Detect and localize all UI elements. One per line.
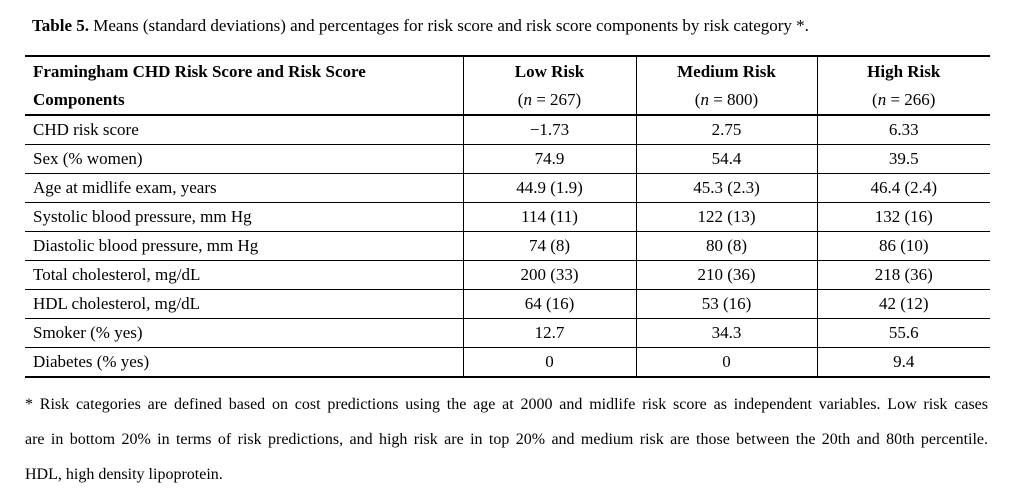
row-label: Diabetes (% yes)	[33, 352, 150, 371]
table-caption: Table 5. Means (standard deviations) and…	[32, 16, 1017, 36]
cell-value: 0	[462, 347, 636, 377]
n-open: (	[694, 90, 701, 109]
cell-value: 34.3	[635, 318, 817, 348]
table-row: Diabetes (% yes) 0 0 9.4	[25, 347, 990, 377]
cell-value: 0	[635, 347, 817, 377]
column-header-medium-risk: Medium Risk (n = 800)	[635, 56, 817, 116]
table-caption-text: Means (standard deviations) and percenta…	[89, 16, 809, 35]
n-count: = 267)	[531, 90, 582, 109]
risk-table: Framingham CHD Risk Score and Risk Score…	[25, 55, 990, 378]
cell-value: 53 (16)	[635, 289, 817, 319]
n-symbol: n	[523, 90, 532, 109]
cell-value: 2.75	[635, 115, 817, 145]
cell-value: 74 (8)	[462, 231, 636, 261]
column-header-low-risk: Low Risk (n = 267)	[462, 56, 636, 116]
cell-value: 74.9	[462, 144, 636, 174]
table-row: Smoker (% yes) 12.7 34.3 55.6	[25, 318, 990, 348]
n-symbol: n	[877, 90, 887, 109]
cell-value: 12.7	[462, 318, 636, 348]
cell-value: 42 (12)	[816, 289, 990, 319]
table-row: CHD risk score −1.73 2.75 6.33	[25, 115, 990, 145]
cell-value: 44.9 (1.9)	[462, 173, 636, 203]
row-label: CHD risk score	[25, 115, 463, 145]
n-open: (	[872, 90, 878, 109]
column-header-components-line1: Framingham CHD Risk Score and Risk Score	[33, 62, 366, 81]
n-symbol: n	[700, 90, 709, 109]
cell-value: 9.4	[816, 347, 990, 377]
column-header-components-line2: Components	[33, 90, 125, 109]
n-open: (	[517, 90, 524, 109]
cell-value: 80 (8)	[635, 231, 817, 261]
cell-value: 132 (16)	[816, 202, 990, 232]
document-page: Table 5. Means (standard deviations) and…	[0, 16, 1017, 492]
table-footnote: * Risk categories are defined based on c…	[25, 387, 988, 492]
footnote-line: HDL, high density lipoprotein.	[25, 466, 223, 483]
cell-value: 55.6	[816, 318, 990, 348]
column-header-medium-risk-label: Medium Risk	[677, 62, 776, 81]
cell-value: −1.73	[462, 115, 636, 145]
cell-value: 114 (11)	[462, 202, 636, 232]
table-row: Age at midlife exam, years 44.9 (1.9) 45…	[25, 173, 990, 203]
column-header-medium-risk-n: (n = 800)	[637, 86, 817, 114]
column-header-high-risk-label: High Risk	[867, 62, 941, 81]
table-caption-number: Table 5.	[32, 16, 90, 35]
row-label: Smoker (% yes)	[25, 318, 463, 348]
row-label: Diastolic blood pressure, mm Hg	[25, 231, 463, 261]
n-count: = 266)	[886, 90, 936, 109]
cell-value: 46.4 (2.4)	[816, 173, 990, 203]
cell-value: 64 (16)	[462, 289, 636, 319]
row-label: Sex (% women)	[25, 144, 463, 174]
cell-value: 86 (10)	[816, 231, 990, 261]
cell-value: 45.3 (2.3)	[635, 173, 817, 203]
column-header-low-risk-label: Low Risk	[514, 62, 585, 81]
cell-value: 122 (13)	[635, 202, 817, 232]
column-header-low-risk-n: (n = 267)	[464, 86, 636, 114]
row-label: HDL cholesterol, mg/dL	[25, 289, 463, 319]
table-row: Total cholesterol, mg/dL 200 (33) 210 (3…	[25, 260, 990, 290]
column-header-components: Framingham CHD Risk Score and Risk Score…	[25, 56, 463, 116]
cell-value: 54.4	[635, 144, 817, 174]
cell-value: 218 (36)	[816, 260, 990, 290]
footnote-line: * Risk categories are defined based on c…	[25, 396, 988, 413]
table-row: Sex (% women) 74.9 54.4 39.5	[25, 144, 990, 174]
column-header-high-risk-n: (n = 266)	[818, 86, 991, 114]
row-label: Total cholesterol, mg/dL	[25, 260, 463, 290]
footnote-line: are in bottom 20% in terms of risk predi…	[25, 431, 988, 448]
table-row: Diastolic blood pressure, mm Hg 74 (8) 8…	[25, 231, 990, 261]
n-count: = 800)	[708, 90, 759, 109]
column-header-high-risk: High Risk (n = 266)	[816, 56, 991, 116]
row-label: Age at midlife exam, years	[25, 173, 463, 203]
row-label: Systolic blood pressure, mm Hg	[25, 202, 463, 232]
header-row: Framingham CHD Risk Score and Risk Score…	[25, 56, 991, 116]
table-row: Systolic blood pressure, mm Hg 114 (11) …	[25, 202, 990, 232]
table-row: HDL cholesterol, mg/dL 64 (16) 53 (16) 4…	[25, 289, 990, 319]
cell-value: 200 (33)	[462, 260, 636, 290]
cell-value: 39.5	[816, 144, 990, 174]
cell-value: 6.33	[816, 115, 990, 145]
cell-value: 210 (36)	[635, 260, 817, 290]
